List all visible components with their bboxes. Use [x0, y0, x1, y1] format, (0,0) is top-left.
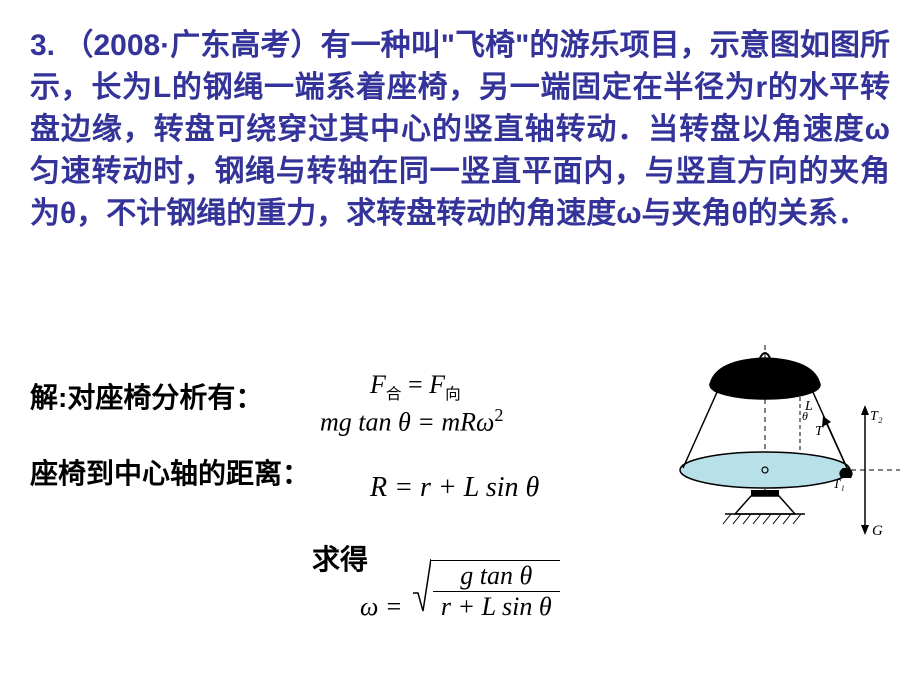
sqrt-body: g tan θ r + L sin θ: [431, 560, 560, 622]
solution-line2: 座椅到中心轴的距离：: [30, 446, 650, 502]
label-T1: T₁: [833, 476, 845, 491]
problem-source-prefix: （2008·: [63, 29, 170, 62]
eq1-sub1: 合: [386, 386, 402, 403]
eq1-eq: =: [402, 370, 430, 399]
fraction: g tan θ r + L sin θ: [433, 561, 560, 622]
eq3-body: R = r + L sin θ: [370, 472, 539, 503]
eq1-sub2: 向: [445, 386, 461, 403]
frac-num: g tan θ: [433, 561, 560, 592]
label-T2: T₂: [870, 409, 883, 424]
equation-3: R = r + L sin θ: [370, 472, 539, 504]
label-T: T: [815, 424, 824, 439]
equation-1: F合 = F向: [370, 370, 461, 404]
sqrt-wrap: g tan θ r + L sin θ: [413, 555, 560, 622]
sqrt-sign-svg: [413, 555, 431, 613]
equation-2: mg tan θ = mRω2: [320, 405, 503, 438]
label-G: G: [872, 523, 883, 539]
frac-den: r + L sin θ: [433, 592, 560, 622]
equation-4: ω = g tan θ r + L sin θ: [360, 555, 560, 622]
problem-number: 3.: [30, 29, 55, 62]
problem-source-suffix: ）: [291, 29, 321, 62]
eq4-lhs: ω =: [360, 592, 402, 621]
eq2-body: mg tan θ = mRω: [320, 408, 494, 437]
label-theta: θ: [802, 409, 808, 423]
problem-source-region: 广东高考: [170, 29, 290, 62]
eq1-rhs: F: [429, 370, 445, 399]
flying-chair-diagram: L T T₂ T₁ G θ: [655, 340, 905, 560]
problem-statement: 3. （2008·广东高考）有一种叫"飞椅"的游乐项目，示意图如图所示，长为L的…: [30, 25, 890, 235]
eq2-sup: 2: [494, 405, 503, 425]
eq1-lhs: F: [370, 370, 386, 399]
